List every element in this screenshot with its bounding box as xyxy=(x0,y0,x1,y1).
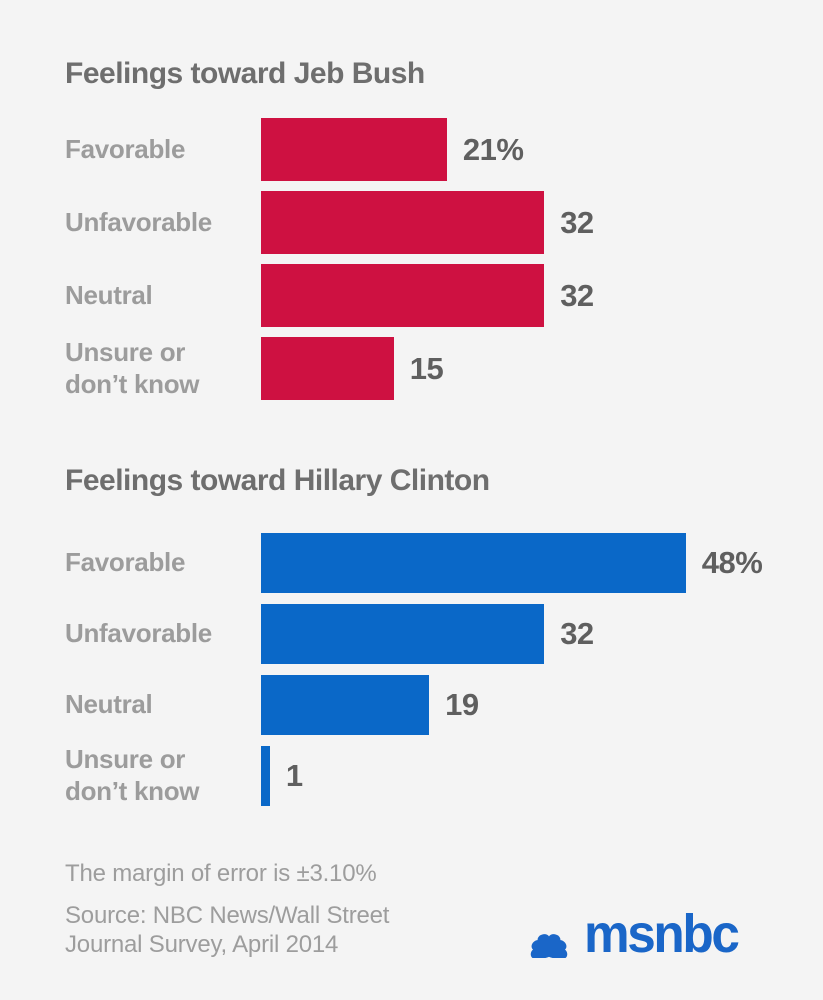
bar xyxy=(261,337,394,400)
bar-rows: Favorable 48% Unfavorable 32 Neutral 19 Unsure… xyxy=(65,533,783,806)
category-label: Favorable xyxy=(65,133,186,164)
bar-row: Unfavorable 32 xyxy=(65,191,783,254)
category-label: Neutral xyxy=(65,689,153,720)
bar-row: Favorable 21% xyxy=(65,118,783,181)
source-note: Source: NBC News/Wall Street Journal Surv… xyxy=(65,901,389,959)
category-label: Unfavorable xyxy=(65,206,212,237)
bar-row: Neutral 19 xyxy=(65,675,783,735)
bar xyxy=(261,118,447,181)
bar-row: Favorable 48% xyxy=(65,533,783,593)
value-label: 32 xyxy=(560,277,594,313)
category-label: Neutral xyxy=(65,279,153,310)
value-label: 1 xyxy=(285,758,303,793)
value-label: 19 xyxy=(445,687,479,722)
bar xyxy=(261,604,545,664)
bar-row: Unsure or don’t know 15 xyxy=(65,337,783,400)
jeb-bush-chart: Feelings toward Jeb Bush Favorable 21% Unf… xyxy=(65,58,783,410)
page-title: Feelings toward Hillary Clinton xyxy=(65,464,490,497)
bar xyxy=(261,533,686,593)
bar xyxy=(261,675,430,735)
bar-row: Neutral 32 xyxy=(65,264,783,327)
category-label: Unsure or don’t know xyxy=(65,744,200,806)
value-label: 32 xyxy=(560,616,594,651)
bar-rows: Favorable 21% Unfavorable 32 Neutral 32 Unsure… xyxy=(65,118,783,400)
bar-row: Unsure or don’t know 1 xyxy=(65,744,783,806)
page-title: Feelings toward Jeb Bush xyxy=(65,57,425,90)
margin-of-error-note: The margin of error is ±3.10% xyxy=(65,860,377,887)
bar xyxy=(261,264,545,327)
bar xyxy=(261,191,545,254)
value-label: 15 xyxy=(409,350,444,386)
msnbc-logo: msnbc xyxy=(521,906,746,962)
category-label: Favorable xyxy=(65,547,186,578)
bar-row: Unfavorable 32 xyxy=(65,604,783,664)
bar xyxy=(261,746,270,806)
nbc-peacock-icon xyxy=(530,934,568,958)
value-label: 21% xyxy=(462,131,524,167)
hillary-clinton-chart: Feelings toward Hillary Clinton Favorabl… xyxy=(65,465,783,817)
category-label: Unsure or don’t know xyxy=(65,336,200,399)
category-label: Unfavorable xyxy=(65,618,212,649)
value-label: 32 xyxy=(560,204,594,240)
value-label: 48% xyxy=(701,545,763,580)
msnbc-wordmark: msnbc xyxy=(584,904,740,964)
source-line-2: Journal Survey, April 2014 xyxy=(65,931,339,958)
source-line-1: Source: NBC News/Wall Street xyxy=(65,902,390,929)
